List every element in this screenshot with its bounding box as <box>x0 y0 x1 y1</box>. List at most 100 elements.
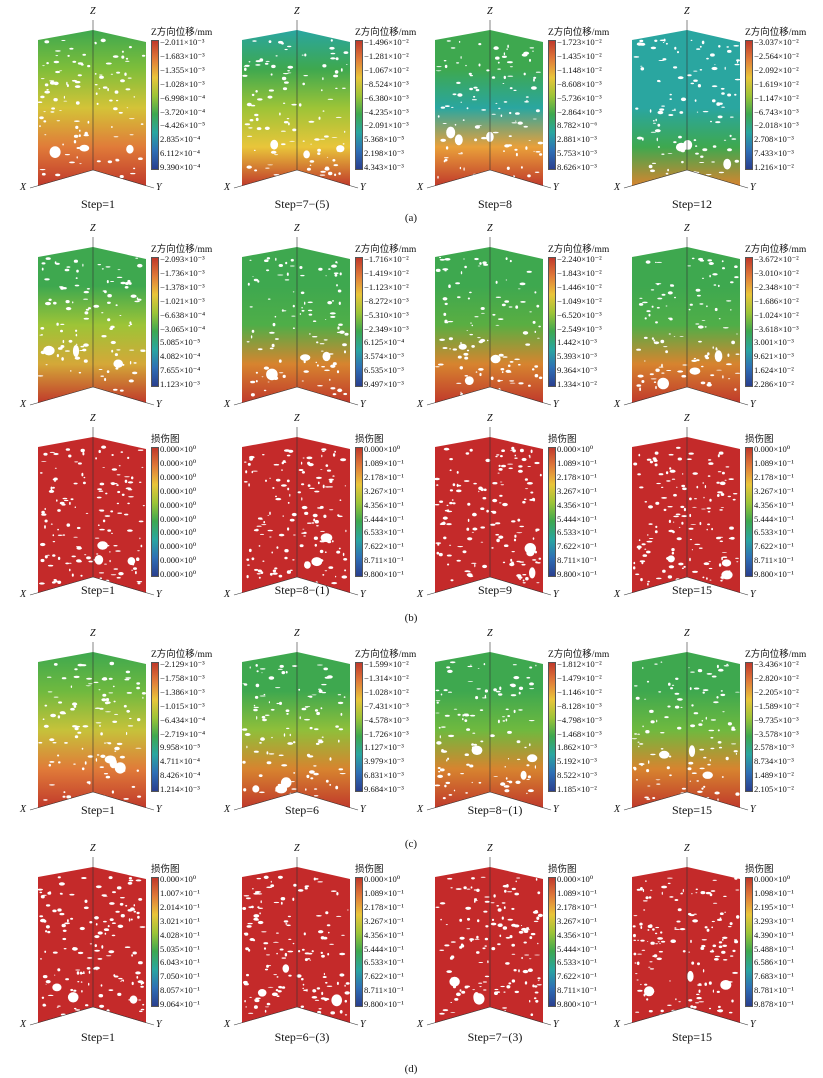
step-label: Step=1 <box>80 583 116 597</box>
x-axis-line <box>29 386 94 406</box>
pore <box>727 148 732 152</box>
pore <box>80 448 85 453</box>
pore <box>41 262 46 265</box>
pore <box>475 371 478 373</box>
axis-label-z: Z <box>90 413 96 424</box>
pore <box>322 77 324 81</box>
pore <box>83 971 85 973</box>
pore <box>321 991 324 996</box>
pore <box>114 90 119 94</box>
pore <box>287 527 290 531</box>
pore <box>96 102 99 105</box>
pore <box>316 711 320 716</box>
specimen-mesh <box>233 237 359 406</box>
pore <box>99 1004 105 1008</box>
pore <box>464 986 468 989</box>
pore <box>106 955 112 957</box>
pore <box>327 301 333 305</box>
pore <box>462 119 465 121</box>
pore <box>682 950 686 953</box>
pore <box>443 60 447 62</box>
pore <box>667 882 671 885</box>
pore <box>536 582 540 584</box>
pore <box>289 733 291 737</box>
pore <box>315 878 319 880</box>
pore <box>449 544 452 546</box>
pore <box>528 720 535 722</box>
pore <box>692 472 698 475</box>
pore <box>322 484 325 489</box>
pore <box>519 282 526 286</box>
pore <box>504 300 510 303</box>
colorbar-tick-label: 3.267×10⁻¹ <box>364 915 404 926</box>
pore <box>309 333 311 335</box>
pore <box>469 448 473 452</box>
pore <box>447 669 453 673</box>
pore <box>64 922 70 925</box>
specimen-panel: Z X Y 损伤图 0.000×10⁰ 1.098×10⁻¹ 2.195×10⁻¹ 3.293… <box>612 843 812 1035</box>
pore <box>707 523 711 526</box>
pore <box>652 928 655 931</box>
pore <box>116 576 121 579</box>
pore <box>633 933 636 938</box>
pore <box>696 294 701 297</box>
pore <box>329 46 335 50</box>
colorbar-tick-label: −1.049×10⁻² <box>557 295 602 306</box>
pore <box>667 317 673 319</box>
pore <box>648 760 650 764</box>
pore <box>652 797 656 799</box>
pore <box>136 686 140 690</box>
pore <box>110 340 116 345</box>
pore <box>733 939 738 941</box>
pore <box>501 902 506 904</box>
specimen-mesh <box>426 857 552 1026</box>
pore <box>116 276 123 278</box>
pore <box>61 923 66 928</box>
large-void <box>113 359 123 368</box>
pore <box>250 381 253 383</box>
pore <box>499 481 503 483</box>
large-void <box>520 770 527 780</box>
pore <box>508 982 512 985</box>
pore <box>56 120 60 122</box>
pore <box>691 549 693 551</box>
colorbar-tick-label: 4.356×10⁻¹ <box>557 499 597 510</box>
pore <box>511 943 515 947</box>
pore <box>697 962 700 966</box>
pore <box>79 971 83 975</box>
pore <box>73 705 77 708</box>
x-axis-line <box>426 1006 491 1026</box>
pore <box>75 969 81 971</box>
pore <box>435 712 440 714</box>
pore <box>277 274 284 276</box>
pore <box>490 902 495 904</box>
pore <box>728 1011 733 1014</box>
pore <box>702 583 706 586</box>
specimen-mesh <box>233 642 359 811</box>
pore <box>701 944 706 948</box>
pore <box>257 517 263 520</box>
pore <box>534 374 539 378</box>
pore <box>47 554 50 556</box>
pore <box>339 973 345 977</box>
pore <box>95 795 101 799</box>
pore <box>335 785 339 790</box>
pore <box>459 366 463 370</box>
pore <box>75 101 80 105</box>
pore <box>476 951 480 954</box>
pore <box>712 879 717 881</box>
pore <box>509 111 512 115</box>
pore <box>57 556 61 560</box>
pore <box>452 348 457 351</box>
pore <box>252 888 254 890</box>
pore <box>720 507 725 508</box>
pore <box>505 718 508 722</box>
pore <box>342 552 345 557</box>
pore <box>137 550 140 552</box>
pore <box>326 156 329 158</box>
pore <box>77 74 82 77</box>
pore <box>276 952 278 955</box>
pore <box>46 676 52 678</box>
pore <box>323 667 328 671</box>
pore <box>306 753 311 757</box>
